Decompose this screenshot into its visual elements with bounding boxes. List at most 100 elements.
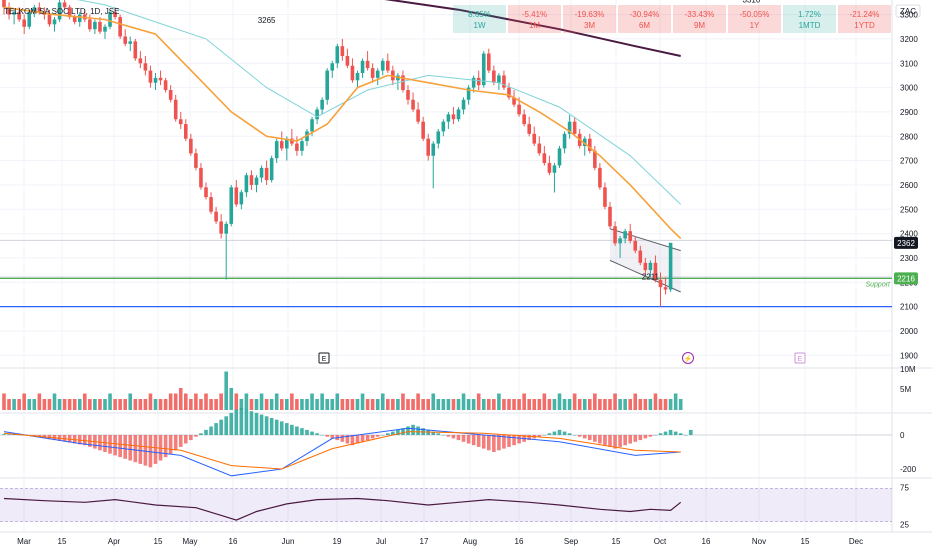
rsi-axis-label: 25 — [900, 521, 909, 530]
volume-bar — [466, 399, 471, 410]
volume-bar — [542, 393, 547, 410]
candle-body — [285, 138, 289, 149]
macd-histogram-bar — [269, 418, 274, 435]
volume-bar — [350, 399, 355, 410]
volume-bar — [562, 399, 567, 410]
macd-histogram-bar — [214, 423, 218, 435]
volume-bar — [249, 399, 254, 410]
macd-histogram-bar — [673, 431, 678, 435]
price-axis-tick: 2800 — [900, 132, 918, 141]
sma-purple-line — [384, 0, 681, 57]
macd-histogram-bar — [254, 412, 259, 435]
candle-body — [123, 36, 127, 44]
macd-histogram-bar — [658, 433, 663, 435]
macd-histogram-bar — [431, 431, 436, 435]
candle-body — [340, 46, 345, 56]
volume-bar — [557, 393, 562, 410]
time-axis-tick: May — [182, 537, 197, 546]
volume-bar — [456, 399, 461, 410]
candle-body — [522, 114, 526, 125]
candle-body — [118, 17, 122, 37]
macd-histogram-bar — [209, 426, 213, 435]
time-axis-tick: Nov — [752, 537, 766, 546]
candle-body — [633, 240, 638, 251]
macd-histogram-bar — [668, 429, 673, 435]
macd-histogram-bar — [416, 426, 420, 435]
macd-histogram-bar — [497, 435, 501, 451]
candle-body — [572, 121, 577, 134]
volume-bar — [325, 399, 329, 410]
volume-bar — [153, 399, 158, 410]
macd-histogram-bar — [380, 435, 385, 436]
volume-bar — [593, 393, 597, 410]
macd-histogram-bar — [461, 435, 466, 442]
macd-pane: 0 -200 — [0, 407, 917, 477]
candle-body — [17, 12, 21, 20]
candle-body — [446, 114, 451, 122]
macd-histogram-bar — [239, 407, 244, 435]
macd-histogram-bar — [375, 435, 380, 437]
volume-bar — [315, 399, 319, 410]
macd-histogram-bar — [441, 435, 446, 436]
macd-histogram-bar — [229, 412, 234, 435]
volume-bar — [279, 399, 284, 410]
performance-value: -5.41% — [522, 10, 547, 19]
performance-period: 1MTD — [799, 21, 821, 30]
volume-bar — [673, 393, 678, 410]
candle-body — [189, 138, 193, 154]
macd-histogram-bar — [517, 435, 521, 444]
candle-body — [67, 7, 72, 18]
volume-bar — [300, 399, 304, 410]
candle-body — [567, 121, 572, 134]
candle-body — [108, 12, 112, 27]
macd-histogram-bar — [295, 426, 299, 435]
performance-value: -19.63% — [575, 10, 605, 19]
candle-body — [98, 21, 102, 32]
volume-bar — [42, 399, 47, 410]
candle-body — [88, 19, 92, 30]
candle-body — [512, 97, 516, 105]
candle-body — [290, 138, 294, 144]
volume-bar — [310, 393, 314, 410]
candle-body — [557, 148, 562, 166]
macd-histogram-bar — [325, 435, 329, 437]
candle-body — [411, 99, 415, 110]
candle-body — [153, 77, 158, 83]
candle-body — [178, 119, 183, 125]
volume-bar — [93, 399, 97, 410]
performance-value: -50.05% — [740, 10, 770, 19]
volume-bar — [512, 399, 516, 410]
macd-histogram-bar — [396, 429, 400, 435]
candle-body — [542, 153, 547, 164]
macd-histogram-bar — [98, 435, 102, 451]
volume-bar — [320, 393, 324, 410]
candle-body — [52, 19, 57, 25]
volume-bar — [613, 393, 617, 410]
volume-bar — [340, 399, 345, 410]
macd-histogram-bar — [623, 435, 627, 446]
candle-body — [406, 90, 410, 100]
volume-bar — [552, 399, 557, 410]
macd-histogram-bar — [572, 435, 577, 436]
volume-bar — [133, 399, 138, 410]
macd-histogram-bar — [259, 414, 264, 435]
macd-histogram-bar — [108, 435, 112, 454]
volume-bar — [648, 399, 653, 410]
candle-body — [608, 206, 612, 227]
time-axis[interactable]: Mar 15 Apr 15 May 16 Jun 19 Jul 17 Aug 16 Sep 15 Oct 16… — [17, 537, 863, 546]
volume-bar — [62, 399, 67, 410]
macd-histogram-bar — [446, 435, 451, 437]
price-axis-tick: 1900 — [900, 351, 918, 360]
macd-histogram-bar — [103, 435, 107, 452]
rsi-axis-label: 75 — [900, 484, 909, 493]
candle-body — [426, 138, 430, 156]
time-axis-tick: Sep — [564, 537, 579, 546]
macd-histogram-bar — [588, 435, 592, 441]
volume-bar — [178, 388, 183, 410]
macd-histogram-bar — [330, 435, 335, 439]
macd-histogram-bar — [537, 435, 542, 437]
volume-bar — [386, 399, 390, 410]
macd-histogram-bar — [184, 435, 188, 444]
